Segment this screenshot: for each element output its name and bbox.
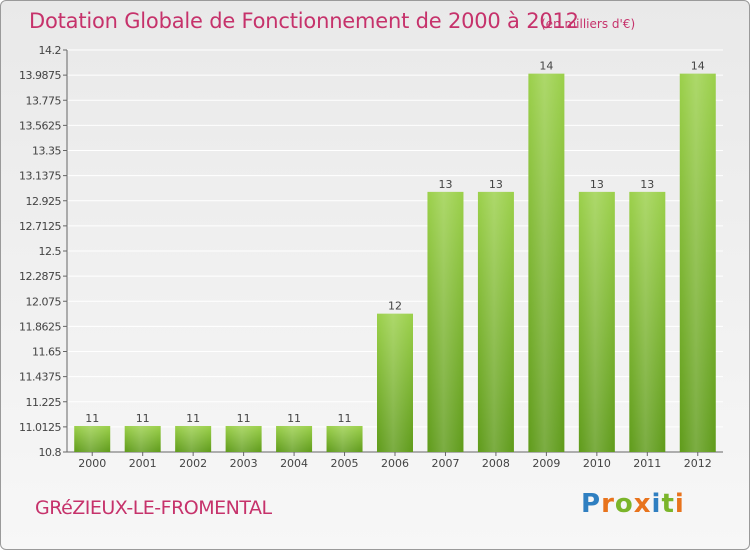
bar-value-label: 11 — [287, 412, 301, 425]
y-tick-label: 11.65 — [32, 346, 61, 359]
x-tick-label: 2009 — [532, 457, 560, 470]
x-tick-label: 2010 — [583, 457, 611, 470]
y-tick-label: 11.225 — [26, 396, 62, 409]
bar-highlight — [124, 425, 161, 452]
y-tick-label: 11.8625 — [19, 320, 61, 333]
bar-value-label: 12 — [388, 300, 402, 313]
bar-value-label: 13 — [640, 178, 654, 191]
x-tick-label: 2012 — [684, 457, 712, 470]
logo-letter: P — [581, 489, 602, 519]
bar-value-label: 11 — [338, 412, 352, 425]
y-tick-label: 13.775 — [26, 94, 62, 107]
y-tick-label: 12.7125 — [19, 220, 61, 233]
y-tick-label: 10.8 — [39, 446, 62, 459]
bar-value-label: 11 — [136, 412, 150, 425]
logo-letter: r — [601, 489, 615, 519]
y-tick-label: 12.925 — [26, 195, 62, 208]
x-tick-label: 2001 — [129, 457, 157, 470]
bar-highlight — [74, 425, 111, 452]
commune-name: GRéZIEUX-LE-FROMENTAL — [35, 497, 272, 519]
logo-letter: i — [674, 489, 685, 519]
bar-value-label: 13 — [438, 178, 452, 191]
logo-letter: o — [614, 489, 634, 519]
x-tick-label: 2002 — [179, 457, 207, 470]
x-tick-label: 2011 — [633, 457, 661, 470]
x-tick-label: 2005 — [331, 457, 359, 470]
chart-subtitle: (en milliers d'€) — [541, 17, 636, 31]
y-tick-label: 13.1375 — [19, 170, 61, 183]
logo-letter: t — [661, 489, 675, 519]
bar-highlight — [377, 313, 413, 452]
bar-highlight — [578, 191, 615, 452]
bar-value-label: 11 — [186, 412, 200, 425]
bar-value-label: 11 — [237, 412, 251, 425]
bar-highlight — [175, 425, 212, 452]
bar-value-label: 14 — [539, 60, 553, 73]
bar-highlight — [276, 425, 313, 452]
chart-title: Dotation Globale de Fonctionnement de 20… — [29, 9, 579, 33]
bar-highlight — [629, 191, 666, 452]
bar-highlight — [225, 425, 262, 452]
proxiti-logo: Proxiti — [581, 489, 685, 519]
x-tick-label: 2008 — [482, 457, 510, 470]
bar-value-label: 13 — [489, 178, 503, 191]
y-tick-label: 12.075 — [26, 295, 62, 308]
bar-highlight — [477, 191, 514, 452]
y-tick-label: 12.5 — [39, 245, 62, 258]
x-tick-label: 2003 — [230, 457, 258, 470]
bar-highlight — [679, 73, 716, 452]
bar-value-label: 14 — [691, 60, 705, 73]
y-tick-label: 13.35 — [32, 145, 61, 158]
y-tick-label: 12.2875 — [19, 270, 61, 283]
x-tick-label: 2000 — [78, 457, 106, 470]
y-tick-label: 13.9875 — [19, 69, 61, 82]
x-tick-label: 2007 — [431, 457, 459, 470]
y-tick-label: 14.2 — [39, 44, 62, 57]
y-tick-label: 11.4375 — [19, 371, 61, 384]
bar-value-label: 11 — [85, 412, 99, 425]
x-tick-label: 2004 — [280, 457, 308, 470]
logo-letter: i — [651, 489, 662, 519]
bar-highlight — [427, 191, 464, 452]
x-tick-label: 2006 — [381, 457, 409, 470]
bar-highlight — [326, 425, 363, 452]
y-tick-label: 11.0125 — [19, 421, 61, 434]
logo-letter: x — [633, 489, 652, 519]
y-tick-label: 13.5625 — [19, 119, 61, 132]
bar-highlight — [528, 73, 565, 452]
bar-value-label: 13 — [590, 178, 604, 191]
